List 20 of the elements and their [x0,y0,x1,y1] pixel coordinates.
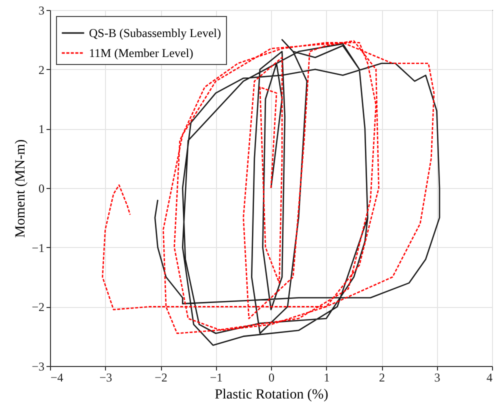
x-tick-label: 4 [486,370,492,384]
x-tick-label: −3 [99,370,112,384]
x-tick-label: 1 [324,370,330,384]
x-tick-label: −2 [154,370,168,384]
y-tick-label: 3 [38,4,44,18]
y-tick-label: 2 [38,62,44,77]
legend-label: 11M (Member Level) [89,46,194,60]
x-tick-label: 2 [379,370,385,384]
legend-label: QS-B (Subassembly Level) [89,26,221,40]
y-tick-label: 1 [38,122,44,136]
x-tick-label: −4 [50,370,64,384]
x-tick-label: 0 [268,370,274,384]
y-tick-label: −2 [32,300,44,314]
x-tick-label: 3 [434,370,440,384]
x-axis-title: Plastic Rotation (%) [214,388,329,402]
y-axis-title: Moment (MN-m) [14,138,29,238]
y-tick-label: −3 [32,360,44,374]
y-tick-label: −1 [32,240,44,255]
y-tick-label: 0 [38,182,44,196]
x-tick-label: −1 [210,370,223,384]
